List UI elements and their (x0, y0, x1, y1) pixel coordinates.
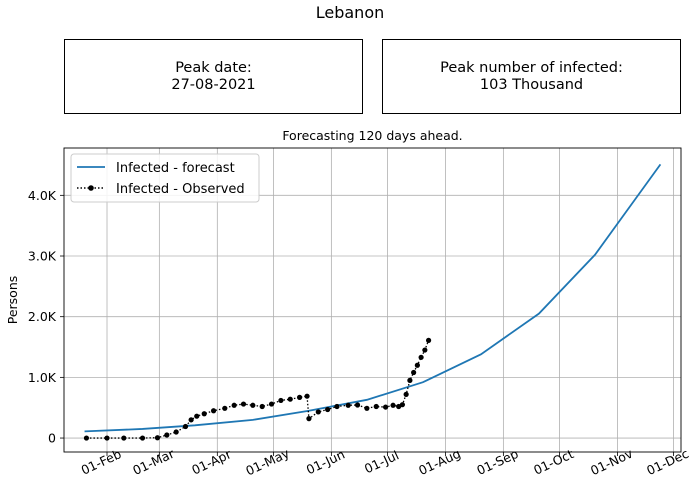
legend: Infected - forecast Infected - Observed (70, 153, 260, 203)
legend-frame (70, 153, 260, 203)
x-tick-label: 01-Jun (304, 447, 347, 478)
observed-point (345, 402, 351, 408)
observed-point (240, 401, 247, 407)
legend-observed-label: Infected - Observed (116, 182, 245, 197)
observed-point (188, 417, 194, 423)
x-tick-label: 01-Oct (531, 446, 576, 478)
observed-point (304, 393, 310, 399)
x-tick-label: 01-Aug (416, 446, 463, 478)
observed-point (418, 354, 424, 360)
observed-point (210, 408, 217, 414)
observed-point (407, 377, 413, 383)
peak-date-label: Peak date: (175, 59, 252, 76)
observed-point (403, 391, 409, 397)
observed-point (334, 403, 340, 410)
x-tick-label: 01-Feb (79, 446, 124, 478)
observed-point (364, 405, 370, 411)
observed-point (104, 435, 110, 441)
observed-point (222, 405, 228, 411)
observed-point (399, 402, 406, 408)
x-tick-label: 01-Nov (588, 445, 635, 478)
observed-point (268, 401, 275, 407)
observed-point (287, 396, 293, 402)
observed-point (414, 362, 420, 368)
y-tick-label: 1.0K (28, 370, 57, 385)
observed-point (422, 347, 428, 353)
observed-point (373, 403, 379, 410)
observed-point (278, 397, 284, 404)
observed-point (231, 402, 237, 408)
observed-point (390, 402, 396, 408)
peak-date-value: 27-08-2021 (171, 76, 256, 93)
observed-point (139, 435, 146, 441)
peak-infected-value: 103 Thousand (479, 76, 584, 93)
observed-point (121, 435, 127, 441)
observed-point (173, 429, 179, 435)
x-tick-label: 01-May (243, 445, 292, 478)
observed-point (164, 432, 170, 438)
peak-infected-box: Peak number of infected: 103 Thousand (382, 39, 681, 114)
observed-point (354, 402, 361, 408)
observed-point (154, 435, 161, 441)
observed-point (296, 394, 303, 400)
y-tick-label: 2.0K (28, 309, 57, 324)
observed-point (411, 369, 417, 376)
x-tick-label: 01-Dec (644, 446, 691, 478)
forecast-line (84, 163, 662, 433)
observed-point (382, 404, 389, 410)
observed-point (259, 403, 265, 410)
x-tick-label: 01-Sep (474, 446, 520, 478)
peak-date-box: Peak date: 27-08-2021 (64, 39, 363, 114)
chart-title: Lebanon (315, 3, 385, 22)
observed-point (194, 413, 200, 419)
observed-point (306, 416, 312, 422)
peak-infected-label: Peak number of infected: (440, 59, 623, 76)
y-tick-label: 3.0K (28, 249, 57, 264)
chart-subtitle: Forecasting 120 days ahead. (282, 128, 463, 143)
x-tick-label: 01-Apr (189, 446, 234, 478)
x-tick-label: 01-Mar (130, 445, 177, 478)
observed-point (315, 409, 321, 415)
y-tick-label: 4.0K (28, 188, 57, 203)
observed-point (425, 337, 432, 343)
legend-forecast-label: Infected - forecast (116, 161, 235, 176)
y-axis-label: Persons (5, 276, 20, 325)
observed-point (182, 423, 189, 430)
observed-point (250, 402, 256, 408)
observed-point (83, 435, 90, 441)
plot-series (83, 163, 662, 441)
observed-point (325, 406, 331, 413)
plot-frame (63, 147, 682, 453)
observed-line (86, 340, 430, 439)
y-tick-label: 0 (48, 431, 56, 446)
legend-observed-marker (88, 185, 94, 191)
observed-point (201, 411, 207, 417)
